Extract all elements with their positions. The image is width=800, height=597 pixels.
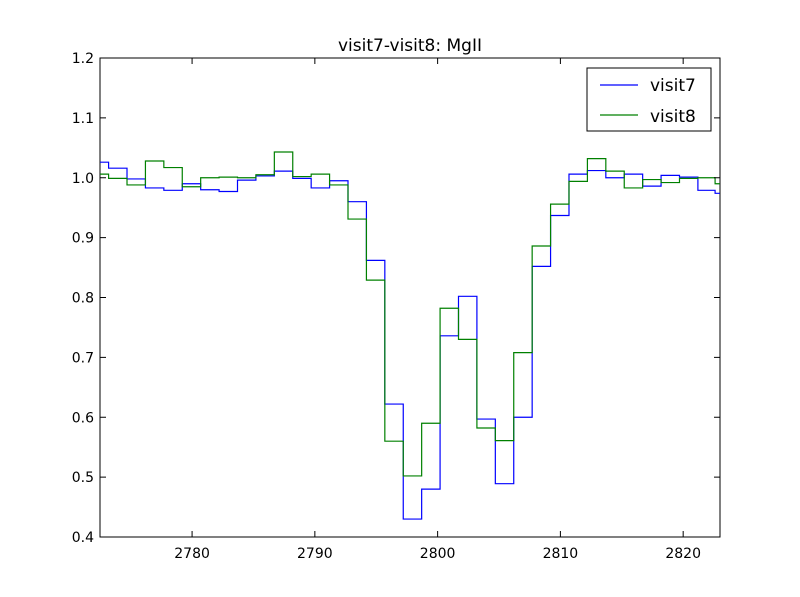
- y-tick-label: 0.7: [72, 350, 94, 366]
- legend: visit7 visit8: [586, 67, 712, 132]
- series-layer: [100, 151, 720, 520]
- x-tick-label: 2810: [543, 546, 579, 562]
- y-tick-label: 1.1: [72, 111, 94, 127]
- y-tick-label: 1.2: [72, 51, 94, 67]
- chart-title: visit7-visit8: MgII: [338, 36, 482, 56]
- y-tick-label: 0.5: [72, 470, 94, 486]
- series-line-visit8: [100, 151, 720, 477]
- y-tick-label: 0.4: [72, 530, 94, 546]
- y-tick-label: 0.6: [72, 410, 94, 426]
- tick-layer: 2780 2790 2800 2810 2820 0.4 0.5 0.6 0.7 0.8 0.9 1.…: [72, 51, 720, 562]
- y-tick-label: 1.0: [72, 171, 94, 187]
- y-tick-label: 0.8: [72, 291, 94, 307]
- plot-area: 2780 2790 2800 2810 2820 0.4 0.5 0.6 0.7 0.8 0.9 1.…: [72, 51, 721, 562]
- y-tick-label: 0.9: [72, 231, 94, 247]
- x-tick-label: 2800: [420, 546, 456, 562]
- x-tick-label: 2780: [174, 546, 210, 562]
- legend-label-visit8: visit8: [650, 107, 696, 127]
- legend-frame: [586, 67, 712, 132]
- x-tick-label: 2790: [297, 546, 333, 562]
- legend-label-visit7: visit7: [650, 76, 696, 96]
- x-tick-label: 2820: [665, 546, 701, 562]
